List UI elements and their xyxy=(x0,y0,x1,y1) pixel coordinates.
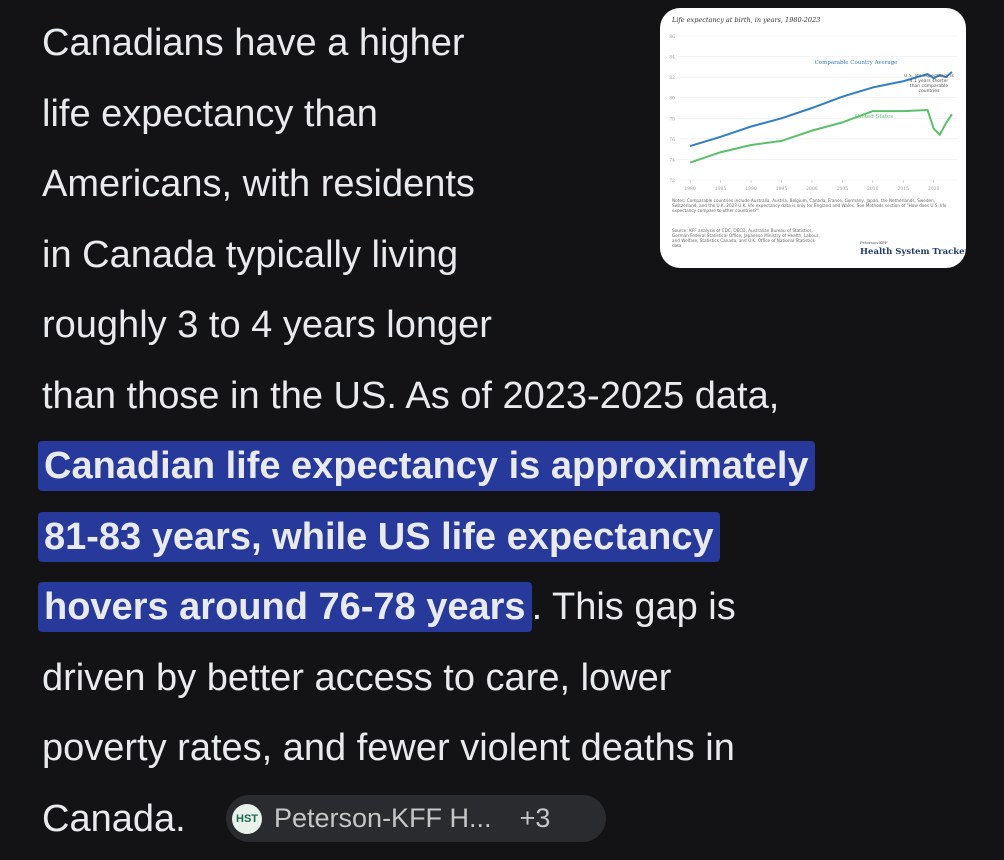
chart-title: Life expectancy at birth, in years, 1980… xyxy=(671,16,820,24)
text: in Canada typically living xyxy=(42,233,459,276)
text-line: Canadians have a higher xyxy=(42,8,815,79)
citation-chip[interactable]: HST Peterson-KFF H... +3 xyxy=(226,795,606,842)
y-tick-label: 80 xyxy=(669,96,675,102)
text: life expectancy than xyxy=(42,92,378,135)
text-line: in Canada typically living xyxy=(42,220,815,291)
text: roughly 3 to 4 years longer xyxy=(42,304,492,346)
series-label: United States xyxy=(855,114,893,120)
x-tick-label: 1995 xyxy=(776,186,788,192)
text: driven by better access to care, lower xyxy=(42,656,672,699)
highlighted-text: 81-83 years, while US life expectancy xyxy=(38,511,720,562)
highlighted-text: hovers around 76-78 years xyxy=(38,582,532,632)
y-tick-label: 84 xyxy=(669,55,675,61)
x-tick-label: 1980 xyxy=(684,186,696,192)
text-line: Canada. xyxy=(42,784,815,855)
brand-small: Peterson-KFF xyxy=(860,240,888,245)
x-tick-label: 2005 xyxy=(837,186,849,192)
x-tick-label: 1990 xyxy=(745,186,757,192)
text-line: life expectancy than xyxy=(42,79,815,150)
series-line xyxy=(689,71,953,148)
text-line: 81-83 years, while US life expectancy xyxy=(38,502,815,573)
text-line: driven by better access to care, lower xyxy=(42,643,815,714)
source-icon: HST xyxy=(232,803,262,834)
source: Source: KFF analysis of CDC, OECD, Austr… xyxy=(672,228,820,248)
y-tick-label: 74 xyxy=(669,157,675,163)
x-tick-label: 2015 xyxy=(897,186,909,192)
text-line: roughly 3 to 4 years longer xyxy=(42,290,815,361)
notes-box: Notes: Comparable countries include Aust… xyxy=(672,198,947,213)
text-line: hovers around 76-78 years. This gap is xyxy=(38,572,815,643)
x-tick-label: 2000 xyxy=(806,186,818,192)
y-tick-label: 78 xyxy=(669,116,675,122)
annotation: U.S. life expectancy is 4.1 years shorte… xyxy=(904,74,954,94)
highlighted-text: Canadian life expectancy is approximatel… xyxy=(38,441,815,491)
text-line: Canadian life expectancy is approximatel… xyxy=(38,431,815,502)
text: Canadians have a higher xyxy=(42,22,465,64)
text-line: than those in the US. As of 2023-2025 da… xyxy=(42,361,815,432)
text-line: poverty rates, and fewer violent deaths … xyxy=(42,713,815,784)
x-tick-label: 1985 xyxy=(715,186,727,192)
y-tick-label: 82 xyxy=(669,75,675,81)
y-tick-label: 72 xyxy=(669,178,675,184)
text: than those in the US. As of 2023-2025 da… xyxy=(42,374,780,417)
text: poverty rates, and fewer violent deaths … xyxy=(42,727,735,769)
answer-text: Canadians have a higher life expectancy t… xyxy=(38,8,815,855)
y-tick-label: 86 xyxy=(669,34,675,40)
text: . This gap is xyxy=(531,586,736,628)
x-tick-label: 2010 xyxy=(867,186,879,192)
series-label: Comparable Country Average xyxy=(815,60,898,66)
series-line xyxy=(689,109,953,164)
annotation-box: U.S. life expectancy is 4.1 years shorte… xyxy=(904,74,954,94)
y-tick-label: 76 xyxy=(669,137,675,143)
text-line: Americans, with residents xyxy=(42,149,815,220)
notes: Notes: Comparable countries include Aust… xyxy=(672,198,947,213)
brand: Health System Tracker xyxy=(860,247,966,257)
source-box: Source: KFF analysis of CDC, OECD, Austr… xyxy=(672,228,820,248)
source-name: Peterson-KFF H... xyxy=(274,803,492,833)
thumbnail-chart: Life expectancy at birth, in years, 1980… xyxy=(669,16,966,257)
text: Americans, with residents xyxy=(42,163,475,205)
x-tick-label: 2020 xyxy=(928,186,940,192)
image-thumbnail[interactable]: Life expectancy at birth, in years, 1980… xyxy=(660,8,966,268)
more-sources: +3 xyxy=(519,803,551,833)
text: Canada. xyxy=(42,797,186,840)
